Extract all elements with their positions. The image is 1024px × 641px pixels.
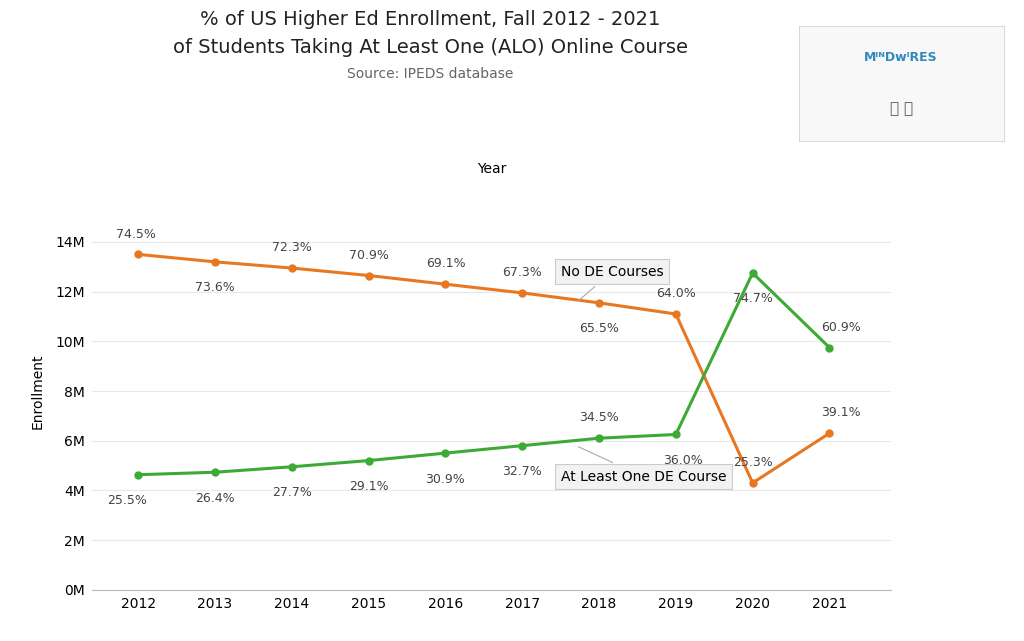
Text: 60.9%: 60.9%	[820, 320, 860, 334]
Text: Source: IPEDS database: Source: IPEDS database	[347, 67, 513, 81]
Text: 39.1%: 39.1%	[821, 406, 860, 419]
Text: Ⓒ Ⓞ: Ⓒ Ⓞ	[890, 101, 912, 116]
Text: 29.1%: 29.1%	[349, 480, 388, 493]
Text: MᴵᴺDᴡᴵRES: MᴵᴺDᴡᴵRES	[864, 51, 938, 65]
Text: 73.6%: 73.6%	[196, 281, 234, 294]
Text: 25.5%: 25.5%	[108, 494, 147, 507]
Text: 70.9%: 70.9%	[349, 249, 388, 262]
Text: of Students Taking At Least One (ALO) Online Course: of Students Taking At Least One (ALO) On…	[173, 38, 687, 58]
Text: 36.0%: 36.0%	[663, 454, 702, 467]
Text: No DE Courses: No DE Courses	[561, 265, 664, 301]
Text: 74.7%: 74.7%	[733, 292, 772, 306]
Text: 67.3%: 67.3%	[503, 266, 542, 279]
Text: At Least One DE Course: At Least One DE Course	[561, 447, 726, 484]
Text: 72.3%: 72.3%	[272, 241, 311, 254]
Text: 74.5%: 74.5%	[116, 228, 156, 240]
Text: 65.5%: 65.5%	[580, 322, 618, 335]
Text: % of US Higher Ed Enrollment, Fall 2012 - 2021: % of US Higher Ed Enrollment, Fall 2012 …	[200, 10, 660, 29]
Y-axis label: Enrollment: Enrollment	[31, 353, 44, 429]
Text: 25.3%: 25.3%	[733, 456, 772, 469]
Text: 34.5%: 34.5%	[580, 412, 618, 424]
Text: 32.7%: 32.7%	[503, 465, 542, 478]
Text: Year: Year	[477, 162, 506, 176]
Text: 27.7%: 27.7%	[272, 487, 311, 499]
Text: 64.0%: 64.0%	[656, 287, 695, 300]
Text: 26.4%: 26.4%	[196, 492, 234, 504]
Text: 69.1%: 69.1%	[426, 257, 465, 271]
Text: 30.9%: 30.9%	[426, 472, 465, 485]
